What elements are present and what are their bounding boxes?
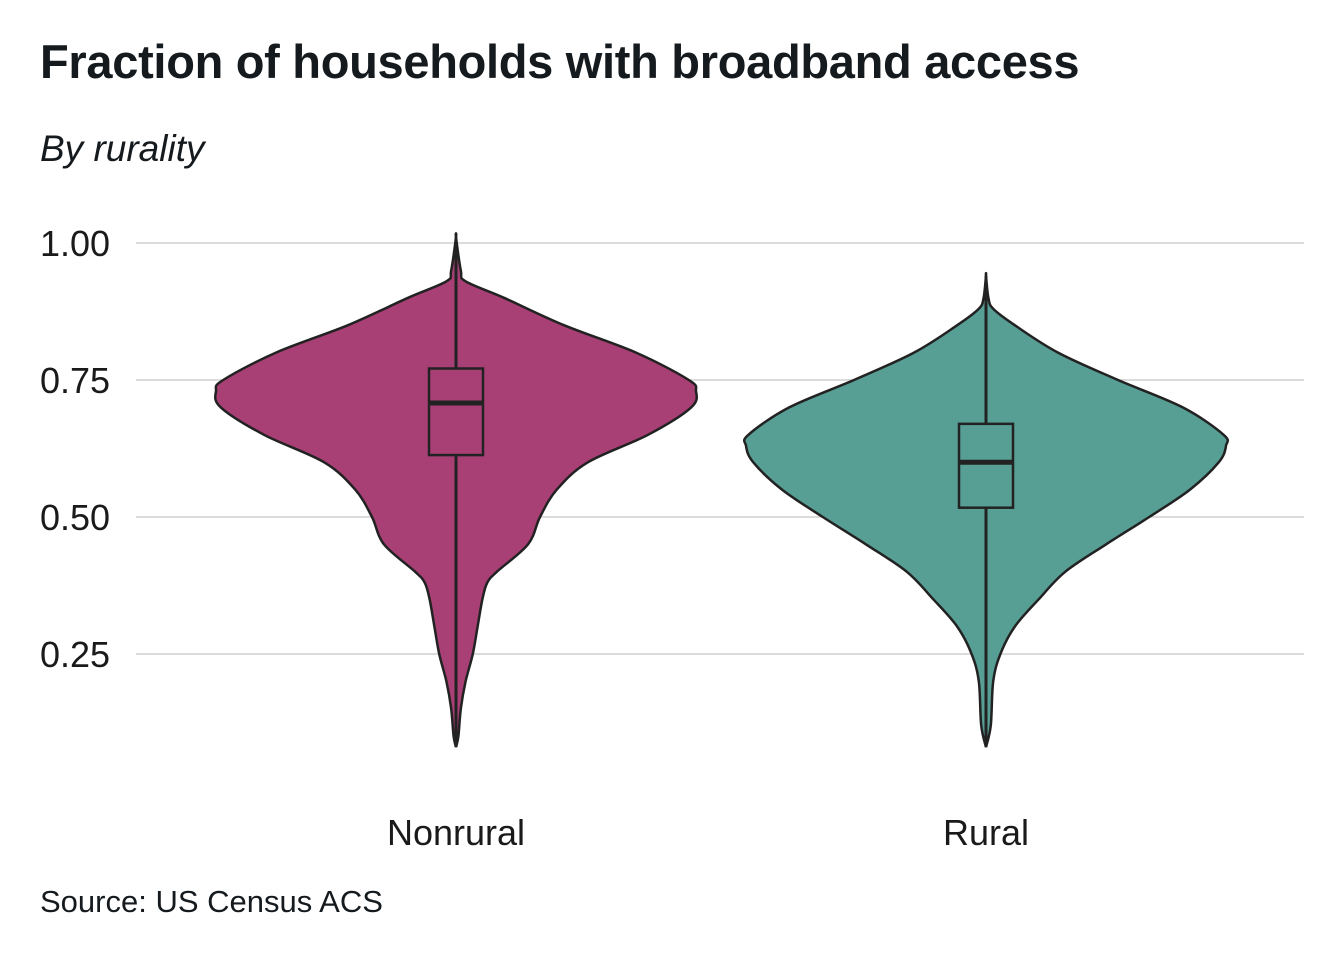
source-note: Source: US Census ACS: [40, 884, 383, 919]
y-tick-label: 0.25: [40, 634, 110, 675]
y-tick-label: 0.50: [40, 497, 110, 538]
y-axis-tick-labels: 0.25 0.50 0.75 1.00: [40, 223, 110, 675]
box-iqr: [957, 422, 1015, 509]
chart-subtitle: By rurality: [40, 128, 205, 169]
violin-nonrural: [213, 232, 699, 748]
box-iqr: [427, 367, 485, 457]
y-tick-label: 1.00: [40, 223, 110, 264]
x-category-label: Nonrural: [387, 812, 525, 853]
violins: [213, 232, 1230, 748]
violin-rural: [742, 271, 1230, 748]
x-axis-category-labels: Nonrural Rural: [387, 812, 1029, 853]
chart-title: Fraction of households with broadband ac…: [40, 35, 1080, 88]
x-category-label: Rural: [943, 812, 1029, 853]
y-tick-label: 0.75: [40, 360, 110, 401]
